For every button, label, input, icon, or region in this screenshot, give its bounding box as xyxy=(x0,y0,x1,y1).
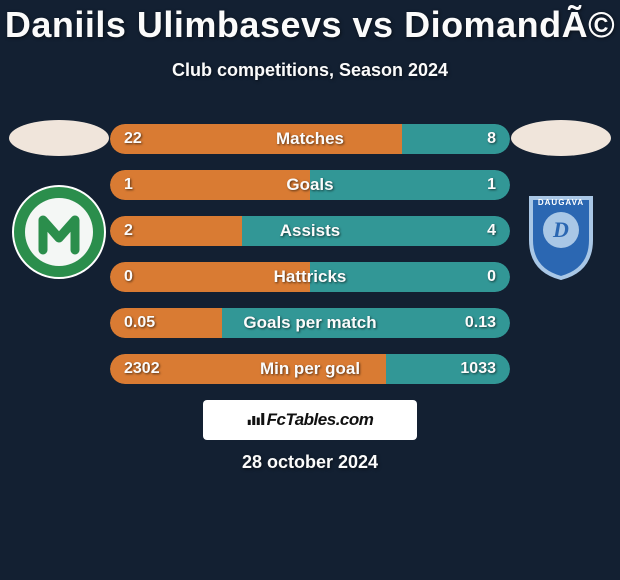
svg-text:D: D xyxy=(552,217,569,242)
player-a-column xyxy=(4,120,114,285)
stat-bar-a xyxy=(110,216,242,246)
stat-bar-b xyxy=(310,262,510,292)
stat-bar-b xyxy=(310,170,510,200)
stat-bar-b xyxy=(222,308,510,338)
svg-text:DAUGAVA: DAUGAVA xyxy=(538,198,584,207)
player-b-avatar xyxy=(511,120,611,156)
stat-row: 0.05 Goals per match 0.13 xyxy=(110,308,510,338)
stat-row: 2 Assists 4 xyxy=(110,216,510,246)
source-text: FcTables.com xyxy=(267,410,374,429)
source-badge: FcTables.com xyxy=(203,400,417,440)
stat-row: 1 Goals 1 xyxy=(110,170,510,200)
player-b-column: D DAUGAVA xyxy=(506,120,616,285)
card-subtitle: Club competitions, Season 2024 xyxy=(0,60,620,81)
stat-row: 2302 Min per goal 1033 xyxy=(110,354,510,384)
player-a-avatar xyxy=(9,120,109,156)
card-title: Daniils Ulimbasevs vs DiomandÃ© xyxy=(0,4,620,46)
stat-bar-a xyxy=(110,308,222,338)
footer-date: 28 october 2024 xyxy=(0,452,620,473)
stat-row: 0 Hattricks 0 xyxy=(110,262,510,292)
stat-bar-a xyxy=(110,170,310,200)
stat-bar-a xyxy=(110,262,310,292)
comparison-card: Daniils Ulimbasevs vs DiomandÃ© Club com… xyxy=(0,0,620,580)
club-b-badge: D DAUGAVA xyxy=(513,184,609,280)
stat-bar-a xyxy=(110,354,386,384)
stat-bar-a xyxy=(110,124,402,154)
stat-bar-b xyxy=(242,216,510,246)
stat-bar-b xyxy=(402,124,510,154)
club-a-badge xyxy=(11,184,107,280)
stat-bar-b xyxy=(386,354,510,384)
stats-block: 22 Matches 8 1 Goals 1 2 Assists 4 0 Hat… xyxy=(110,124,510,400)
bars-icon xyxy=(247,412,265,426)
stat-row: 22 Matches 8 xyxy=(110,124,510,154)
